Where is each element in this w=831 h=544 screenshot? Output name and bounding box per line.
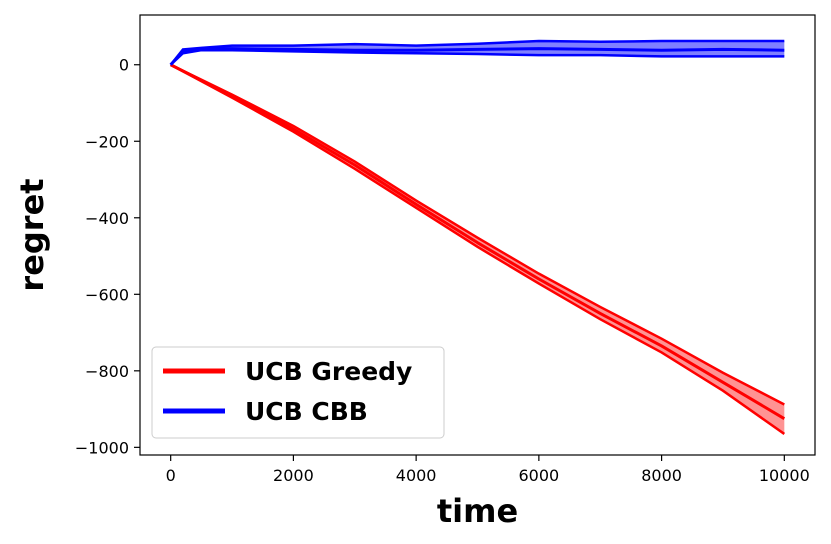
x-tick-label: 4000 [396,466,437,485]
y-tick-label: −800 [85,362,129,381]
y-axis-ticks: 0 −200 −400 −600 −800 −1000 [75,56,140,457]
x-axis-title: time [437,492,518,530]
legend: UCB Greedy UCB CBB [151,346,445,439]
y-tick-label: −200 [85,132,129,151]
x-axis-ticks: 0 2000 4000 6000 8000 10000 [166,455,810,485]
y-tick-label: 0 [119,56,129,75]
band-edge-lower-ucb-cbb [169,48,785,66]
y-tick-label: −400 [85,209,129,228]
x-tick-label: 8000 [641,466,682,485]
band-edge-lower-ucb-greedy [170,63,786,435]
series-lines [169,47,786,420]
legend-label-ucb-greedy: UCB Greedy [245,357,412,386]
y-axis-title: regret [13,178,51,291]
x-tick-label: 2000 [273,466,314,485]
y-tick-label: −1000 [75,438,129,457]
band-edge-upper-ucb-greedy [170,63,785,406]
line-ucb-greedy [169,63,786,420]
x-tick-label: 0 [166,466,176,485]
y-tick-label: −600 [85,285,129,304]
x-tick-label: 6000 [519,466,560,485]
line-ucb-cbb [169,47,785,66]
plot-frame [139,14,816,456]
x-tick-label: 10000 [759,466,810,485]
legend-label-ucb-cbb: UCB CBB [245,397,368,426]
